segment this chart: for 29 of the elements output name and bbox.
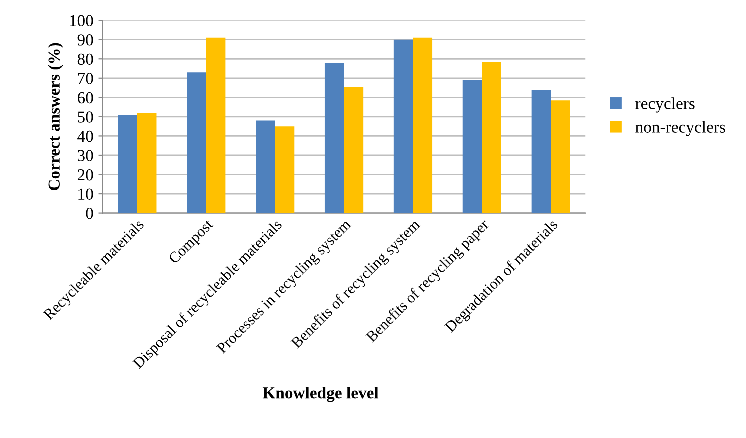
- y-tick-label: 20: [78, 169, 94, 181]
- y-tick-label: 40: [78, 130, 94, 142]
- bar: [256, 120, 276, 214]
- legend-label: non-recyclers: [636, 121, 726, 136]
- y-tick-label: 50: [78, 112, 94, 123]
- y-tick-label: 0: [86, 208, 94, 220]
- bar: [187, 72, 206, 214]
- y-tick-label: 80: [78, 54, 94, 66]
- y-tick-label: 70: [78, 73, 94, 84]
- bar: [206, 38, 226, 214]
- bar: [482, 62, 502, 214]
- bar: [137, 113, 157, 214]
- x-axis-title: Knowledge level: [262, 387, 379, 402]
- y-tick-label: 10: [78, 188, 94, 200]
- y-tick-label: 60: [78, 92, 94, 104]
- y-tick-label: 90: [78, 34, 94, 46]
- bar: [275, 126, 295, 214]
- bar: [118, 115, 138, 214]
- y-tick-label: 30: [78, 150, 94, 162]
- legend-label: recyclers: [636, 98, 695, 113]
- y-axis-title: Correct answers (%): [48, 43, 64, 190]
- bar: [462, 80, 482, 214]
- y-tick-label: 100: [70, 15, 94, 27]
- bar: [344, 87, 364, 214]
- bar: [324, 62, 344, 214]
- bar: [551, 100, 570, 214]
- bar: [532, 90, 552, 214]
- bar: [394, 40, 414, 214]
- bar: [413, 38, 433, 214]
